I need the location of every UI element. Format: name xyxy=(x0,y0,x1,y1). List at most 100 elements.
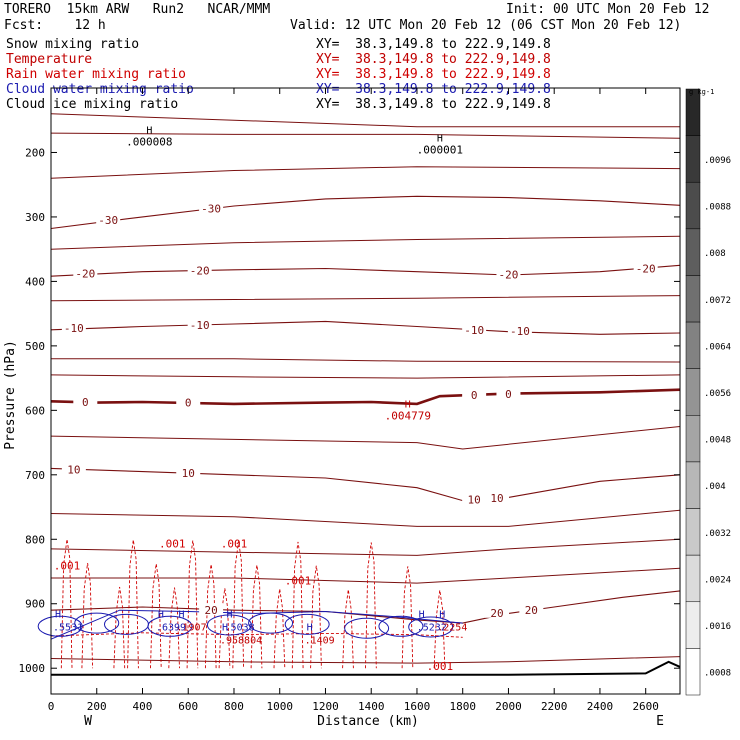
cloud-max-mark: H xyxy=(55,610,61,621)
contour-label: 0 xyxy=(185,397,192,410)
y-tick-label: 300 xyxy=(25,211,45,224)
rain-contour xyxy=(291,541,304,669)
axes: 0 200 400 600 800 1000 1200 1400 1600 1800 2000 220… xyxy=(19,88,680,713)
contour-label-bg xyxy=(462,322,487,335)
cloud-max-value: .958804 xyxy=(220,635,262,646)
contour-label: -10 xyxy=(64,322,84,335)
contour-label: 20 xyxy=(490,607,503,620)
colorbar-unit: g kg-1 xyxy=(689,88,714,96)
field-name-4: Cloud ice mixing ratio xyxy=(6,97,179,112)
contour-label-bg xyxy=(462,492,487,505)
x-tick-label: 2600 xyxy=(632,700,659,713)
colorbar-swatch xyxy=(685,368,701,416)
colorbar-label: .008 xyxy=(704,249,726,259)
cloud-water-contour xyxy=(147,615,193,637)
contour-label-bg xyxy=(199,603,224,616)
temperature-contour-10 xyxy=(50,467,681,502)
colorbar-swatch xyxy=(685,601,701,649)
contour-labels: -30 -30 -20 -20 -20 -20 -10 -10 -10 -10 0 0 0 0 10 10 10… xyxy=(53,126,658,673)
colorbar-label: .004 xyxy=(704,482,726,492)
y-tick-label: 500 xyxy=(25,340,45,353)
contour-label: -10 xyxy=(464,324,484,337)
cloud-max-mark: H xyxy=(307,622,313,633)
contour-label-bg xyxy=(176,395,201,408)
colorbar-swatch xyxy=(685,415,701,463)
cloud-max-value: .1409 xyxy=(305,635,335,646)
cloud-max-mark: H xyxy=(222,622,228,633)
colorbar-label: .0008 xyxy=(704,669,731,679)
x-tick-label: 1800 xyxy=(449,700,476,713)
temperature-contour-extra xyxy=(50,509,681,527)
temperature-contour-extra xyxy=(50,295,681,302)
y-tick-label: 400 xyxy=(25,275,45,288)
y-tick-label: 900 xyxy=(25,598,45,611)
contour-label-bg xyxy=(73,394,98,407)
max-value: .004779 xyxy=(385,410,431,423)
contour-label: -20 xyxy=(636,263,656,276)
contour-label-bg xyxy=(485,605,510,618)
rain-contour xyxy=(113,586,126,669)
contour-label-bg xyxy=(496,387,521,400)
x-tick-label: 0 xyxy=(48,700,55,713)
contour-label-bg xyxy=(462,387,487,400)
x-axis-label: Distance (km) xyxy=(317,714,419,729)
cloud-max-mark: H xyxy=(227,610,233,621)
colorbar-label: .0056 xyxy=(704,389,731,399)
end-label-east: E xyxy=(656,714,664,729)
max-mark: H xyxy=(405,400,411,411)
rain-contour xyxy=(232,541,245,669)
temperature-contour-extra xyxy=(50,374,681,379)
end-label-west: W xyxy=(84,714,92,729)
rain-label: .001 xyxy=(427,660,454,673)
field-xy-0: XY= 38.3,149.8 to 222.9,149.8 xyxy=(316,37,551,52)
contour-label: -10 xyxy=(510,325,530,338)
rain-contour xyxy=(250,565,263,669)
cloud-water-contour xyxy=(344,617,390,639)
max-value: .000008 xyxy=(126,136,172,149)
cloud-max-mark: H xyxy=(179,610,185,621)
x-tick-label: 200 xyxy=(87,700,107,713)
colorbar-label: .0072 xyxy=(704,296,731,306)
contour-label-bg xyxy=(496,267,521,280)
contour-label: 20 xyxy=(525,604,538,617)
temperature-contour--30 xyxy=(50,195,681,230)
contour-label: -30 xyxy=(201,203,221,216)
cloud-max-mark: H xyxy=(439,610,445,621)
colorbar-label: .0032 xyxy=(704,529,731,539)
init-time: 00 UTC Mon 20 Feb 12 xyxy=(552,2,710,17)
cloud-max-value: .5531 xyxy=(53,623,83,634)
rain-label: .001 xyxy=(54,560,81,573)
cloud-water-contour xyxy=(378,615,424,637)
field-name-0: Snow mixing ratio xyxy=(6,37,140,52)
temperature-contour--20 xyxy=(50,264,681,277)
rain-contour xyxy=(81,563,94,669)
model-run: Run2 xyxy=(152,2,185,17)
temperature-contour-extra xyxy=(50,132,681,139)
contour-label: -20 xyxy=(190,264,210,277)
field-xy-1: XY= 38.3,149.8 to 222.9,149.8 xyxy=(316,52,551,67)
cloud-contours xyxy=(37,609,681,676)
rain-label: .001 xyxy=(221,538,248,551)
model-resolution: 15km ARW xyxy=(66,2,130,17)
contour-label: 0 xyxy=(471,389,478,402)
contour-label-bg xyxy=(507,324,532,337)
temperature-contour-20 xyxy=(50,590,681,624)
y-tick-label: 700 xyxy=(25,469,45,482)
temperature-contour--10 xyxy=(50,320,681,335)
colorbar-label: .0088 xyxy=(704,203,731,213)
contour-label-bg xyxy=(485,491,510,504)
rain-contour xyxy=(186,540,199,669)
field-xy-4: XY= 38.3,149.8 to 222.9,149.8 xyxy=(316,97,551,112)
cloud-max-value: .2254 xyxy=(437,623,467,634)
fcst-label: Fcst: xyxy=(4,18,44,33)
contour-label-bg xyxy=(187,318,212,331)
contour-label: 20 xyxy=(204,604,217,617)
temperature-contour-extra xyxy=(50,538,681,556)
cloud-water-contour xyxy=(103,613,149,635)
colorbar-label: .0048 xyxy=(704,436,731,446)
rain-contour xyxy=(127,539,139,669)
cloud-water-contour xyxy=(284,613,330,635)
colorbar-swatch xyxy=(685,461,701,509)
cloud-water-contour xyxy=(74,612,120,634)
plot-border xyxy=(50,87,681,695)
